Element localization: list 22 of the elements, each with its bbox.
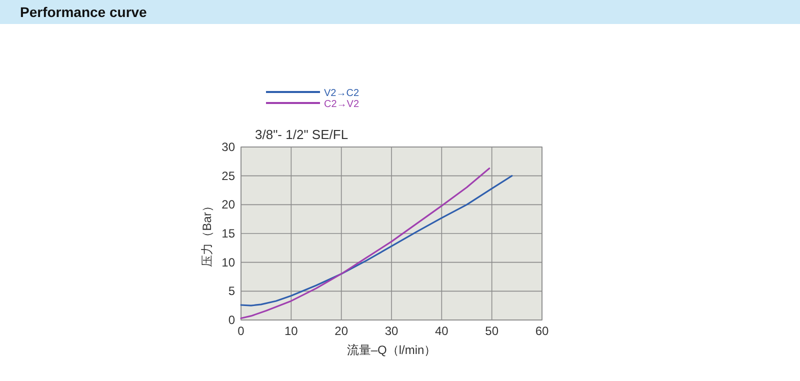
legend-item: V2→C2 xyxy=(266,88,360,99)
line-series xyxy=(240,175,513,306)
x-tick-label: 40 xyxy=(434,324,449,338)
y-tick-label: 15 xyxy=(222,226,236,240)
x-axis-title: 流量–Q（l/min） xyxy=(346,343,436,357)
x-tick-label: 20 xyxy=(334,324,348,338)
y-tick-label: 30 xyxy=(222,140,236,154)
x-tick-label: 10 xyxy=(284,324,298,338)
x-tick-label: 60 xyxy=(535,324,549,338)
y-axis-title: 压力（Bar） xyxy=(200,200,214,267)
y-tick-label: 5 xyxy=(228,284,236,298)
chart-subtitle: 3/8"- 1/2" SE/FL xyxy=(255,127,348,142)
y-tick-label: 0 xyxy=(228,313,236,327)
y-tick-label: 25 xyxy=(222,168,236,183)
x-tick-label: 30 xyxy=(384,324,398,338)
x-tick-label: 50 xyxy=(485,324,499,338)
line-series xyxy=(240,168,490,320)
x-tick-label: 0 xyxy=(238,324,245,338)
text: Performance curve xyxy=(20,4,148,20)
y-tick-label: 10 xyxy=(222,255,236,270)
y-tick-label: 20 xyxy=(222,198,236,212)
legend-item: C2→V2 xyxy=(266,99,360,110)
